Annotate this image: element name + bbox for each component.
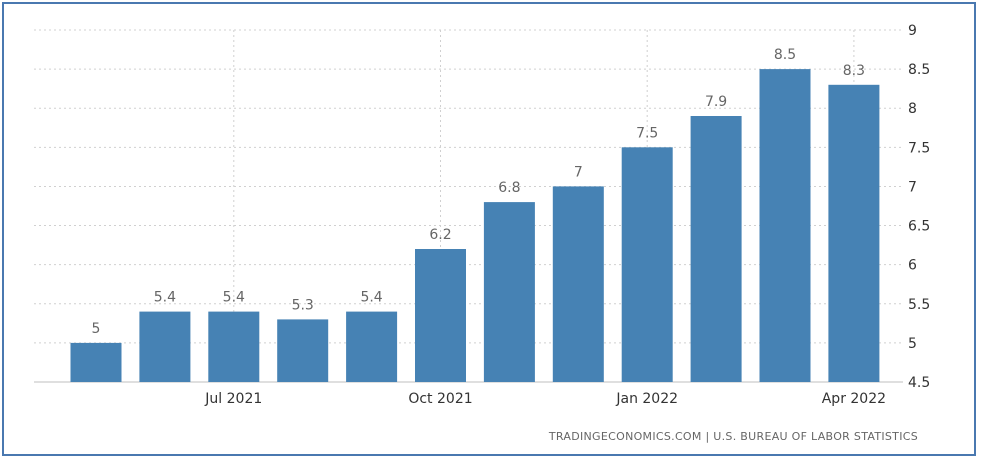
data-label: 7 [574,164,583,180]
data-labels: 5 5.4 5.4 5.3 5.4 6.2 6.8 7 7.5 7.9 8.5 8.3 [92,47,865,337]
data-label: 5.3 [292,297,314,313]
bar [759,69,811,382]
y-tick-label: 8.5 [908,62,930,78]
y-tick-label: 5 [908,336,917,352]
x-axis-ticks: Jul 2021 Oct 2021 Jan 2022 Apr 2022 [204,391,886,407]
data-label: 6.8 [498,180,520,196]
x-tick-label: Jul 2021 [204,391,262,407]
y-tick-label: 6.5 [908,219,930,235]
data-label: 7.5 [636,125,658,141]
data-label: 8.5 [774,47,796,63]
bar [828,84,880,383]
data-label: 5.4 [360,290,382,306]
data-label: 6.2 [429,227,451,243]
data-label: 5.4 [154,290,176,306]
bar [483,202,535,382]
y-tick-label: 6 [908,258,917,274]
y-axis-ticks: 4.5 5 5.5 6 6.5 7 7.5 8 8.5 9 [908,23,930,391]
x-tick-label: Apr 2022 [822,391,886,407]
bar [70,342,122,382]
x-tick-label: Jan 2022 [615,391,678,407]
x-tick-label: Oct 2021 [408,391,472,407]
y-tick-label: 7 [908,179,917,195]
source-credit: TRADINGECONOMICS.COM | U.S. BUREAU OF LA… [548,430,918,443]
bar [208,311,260,382]
bar [277,319,329,382]
data-label: 8.3 [843,63,865,79]
data-label: 5 [92,321,101,337]
y-tick-label: 8 [908,101,917,117]
bars [70,69,880,383]
bar [415,249,466,382]
y-tick-label: 4.5 [908,375,930,391]
bar [346,311,398,382]
y-tick-label: 7.5 [908,140,930,156]
bar [139,311,191,382]
bar [552,186,604,382]
y-tick-label: 5.5 [908,297,930,313]
bar [621,147,673,382]
bar [690,116,742,382]
y-tick-label: 9 [908,23,917,39]
data-label: 5.4 [223,290,245,306]
data-label: 7.9 [705,94,727,110]
